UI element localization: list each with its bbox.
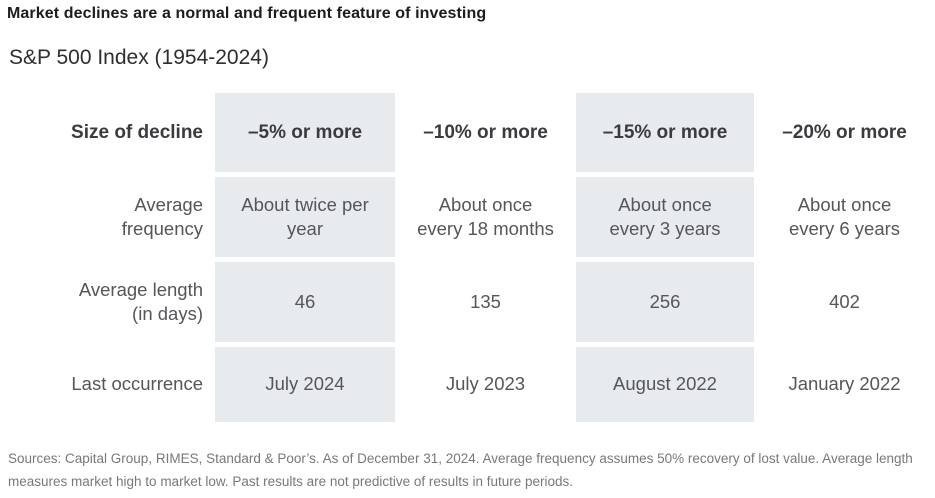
column-header-5pct: –5% or more [215, 93, 395, 172]
table-cell-length-20pct: 402 [829, 290, 860, 312]
table-cell-length-10pct: 135 [470, 290, 501, 312]
table-cell-length-15pct: 256 [576, 262, 754, 342]
row-label-average-length: Average length (in days) [78, 278, 203, 324]
table-cell-length-5pct: 46 [215, 262, 395, 342]
column-header-20pct: –20% or more [782, 121, 907, 143]
table-cell-frequency-10pct: About once every 18 months [417, 193, 554, 239]
table-cell-occurrence-15pct: August 2022 [576, 347, 754, 422]
column-header-15pct: –15% or more [576, 93, 754, 172]
table-cell-frequency-15pct: About once every 3 years [576, 177, 754, 257]
table-cell-frequency-5pct: About twice per year [215, 177, 395, 257]
table-cell-frequency-20pct: About once every 6 years [788, 193, 901, 239]
corner-label-size-of-decline: Size of decline [71, 121, 203, 143]
row-label-average-frequency: Average frequency [121, 193, 203, 239]
chart-subtitle: S&P 500 Index (1954-2024) [9, 46, 269, 69]
row-label-last-occurrence: Last occurrence [71, 373, 203, 395]
table-cell-occurrence-10pct: July 2023 [445, 373, 526, 395]
table-cell-occurrence-20pct: January 2022 [788, 373, 901, 395]
declines-table: Size of decline –5% or more –10% or more… [0, 93, 935, 422]
page-title: Market declines are a normal and frequen… [7, 5, 487, 22]
source-footnote: Sources: Capital Group, RIMES, Standard … [8, 451, 913, 489]
table-cell-occurrence-5pct: July 2024 [215, 347, 395, 422]
column-header-10pct: –10% or more [423, 121, 548, 143]
